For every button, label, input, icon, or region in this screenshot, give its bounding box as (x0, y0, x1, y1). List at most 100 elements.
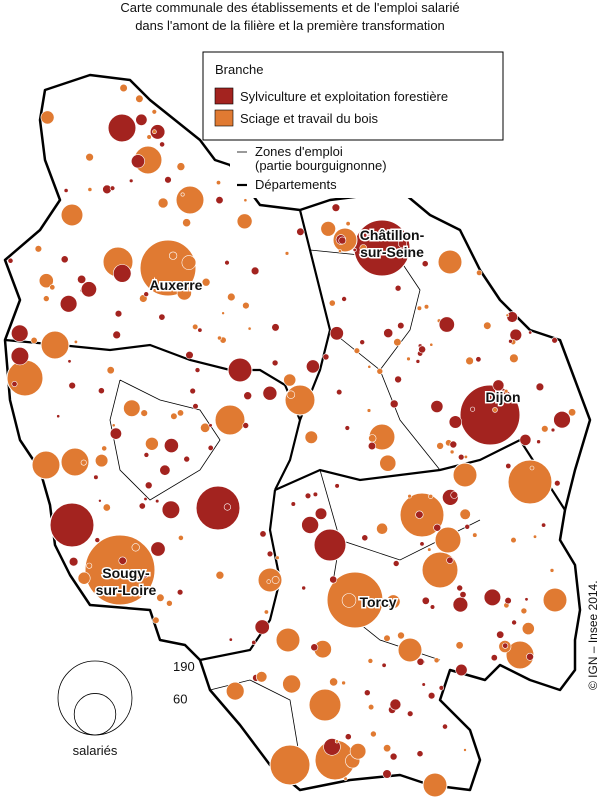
establishment-circle (166, 599, 173, 607)
establishment-circle (542, 587, 568, 613)
establishment-circle (507, 459, 553, 505)
establishment-circle (452, 462, 478, 488)
establishment-circle (314, 507, 328, 520)
establishment-circle (419, 541, 425, 547)
establishment-circle (271, 323, 280, 332)
establishment-circle (421, 682, 426, 687)
establishment-circle (208, 423, 213, 428)
establishment-circle (223, 503, 231, 511)
establishment-circle (336, 389, 343, 396)
establishment-circle (506, 311, 518, 323)
establishment-circle (181, 255, 197, 270)
establishment-circle (10, 347, 29, 366)
size-legend-value: 190 (173, 659, 195, 674)
establishment-circle (131, 154, 146, 169)
establishment-circle (376, 367, 384, 375)
establishment-circle (164, 176, 172, 184)
establishment-circle (359, 244, 368, 252)
establishment-circle (438, 316, 455, 333)
establishment-circle (416, 750, 424, 758)
establishment-circle (338, 236, 347, 245)
establishment-circle (170, 412, 178, 420)
establishment-circle (200, 422, 211, 433)
establishment-circle (296, 227, 305, 236)
city-label: Sougy- (102, 565, 150, 581)
establishment-circle (177, 535, 184, 541)
establishment-circle (368, 434, 377, 443)
establishment-circle (242, 422, 249, 429)
establishment-circle (159, 464, 171, 476)
establishment-circle (449, 449, 455, 455)
establishment-circle (169, 251, 178, 260)
establishment-circle (383, 634, 391, 642)
establishment-circle (109, 427, 122, 440)
establishment-circle (549, 568, 555, 573)
establishment-circle (185, 351, 194, 360)
establishment-circle (433, 657, 440, 664)
establishment-circle (84, 534, 156, 606)
establishment-circle (42, 295, 50, 302)
establishment-circle (483, 321, 492, 330)
establishment-circle (197, 327, 203, 333)
establishment-circle (536, 439, 541, 445)
establishment-circle (175, 185, 205, 215)
establishment-circle (243, 198, 248, 203)
establishment-circle (56, 414, 61, 419)
size-legend-circle (57, 660, 133, 736)
establishment-circle (11, 380, 18, 387)
establishment-circle (421, 260, 429, 268)
establishment-circle (286, 390, 296, 399)
establishment-circle (275, 555, 280, 560)
establishment-circle (320, 221, 336, 237)
establishment-circle (434, 526, 462, 554)
establishment-circle (452, 596, 469, 613)
establishment-circle (86, 562, 93, 569)
establishment-circle (80, 459, 87, 466)
establishment-circle (98, 387, 105, 395)
establishment-circle (152, 129, 157, 134)
establishment-circle (150, 541, 166, 557)
establishment-circle (271, 359, 279, 367)
establishment-circle (448, 415, 463, 429)
establishment-circle (528, 330, 533, 335)
establishment-circle (341, 593, 357, 608)
size-legend-circle (73, 693, 117, 736)
establishment-circle (266, 579, 271, 584)
establishment-circle (301, 516, 319, 534)
establishment-circle (476, 269, 483, 276)
establishment-circle (151, 109, 158, 115)
establishment-circle (85, 153, 94, 162)
establishment-circle (496, 630, 505, 639)
establishment-circle (367, 364, 372, 369)
establishment-circle (146, 134, 152, 140)
establishment-circle (189, 387, 196, 395)
establishment-circle (227, 292, 236, 302)
establishment-circle (224, 260, 230, 266)
establishment-circle (568, 408, 577, 417)
establishment-circle (521, 622, 535, 635)
establishment-circle (389, 698, 402, 711)
establishment-circle (123, 399, 141, 417)
establishment-circle (255, 671, 268, 683)
establishment-circle (6, 359, 44, 397)
establishment-circle (334, 483, 340, 489)
establishment-circle (194, 367, 201, 373)
establishment-circle (370, 730, 377, 738)
establishment-circle (397, 239, 407, 249)
establishment-circle (492, 407, 498, 413)
establishment-circle (382, 769, 392, 779)
establishment-circle (192, 323, 199, 331)
establishment-circle (397, 322, 405, 330)
establishment-circle (429, 604, 436, 610)
establishment-circle (437, 249, 463, 275)
establishment-circle (98, 498, 102, 503)
establishment-circle (215, 196, 224, 205)
establishment-circle (290, 501, 296, 507)
legend-label: Sylviculture et exploitation forestière (240, 89, 448, 104)
establishment-circle (446, 556, 454, 564)
establishment-circle (77, 571, 91, 585)
establishment-circle (459, 508, 471, 520)
establishment-circle (310, 643, 319, 652)
establishment-circle (458, 453, 465, 461)
